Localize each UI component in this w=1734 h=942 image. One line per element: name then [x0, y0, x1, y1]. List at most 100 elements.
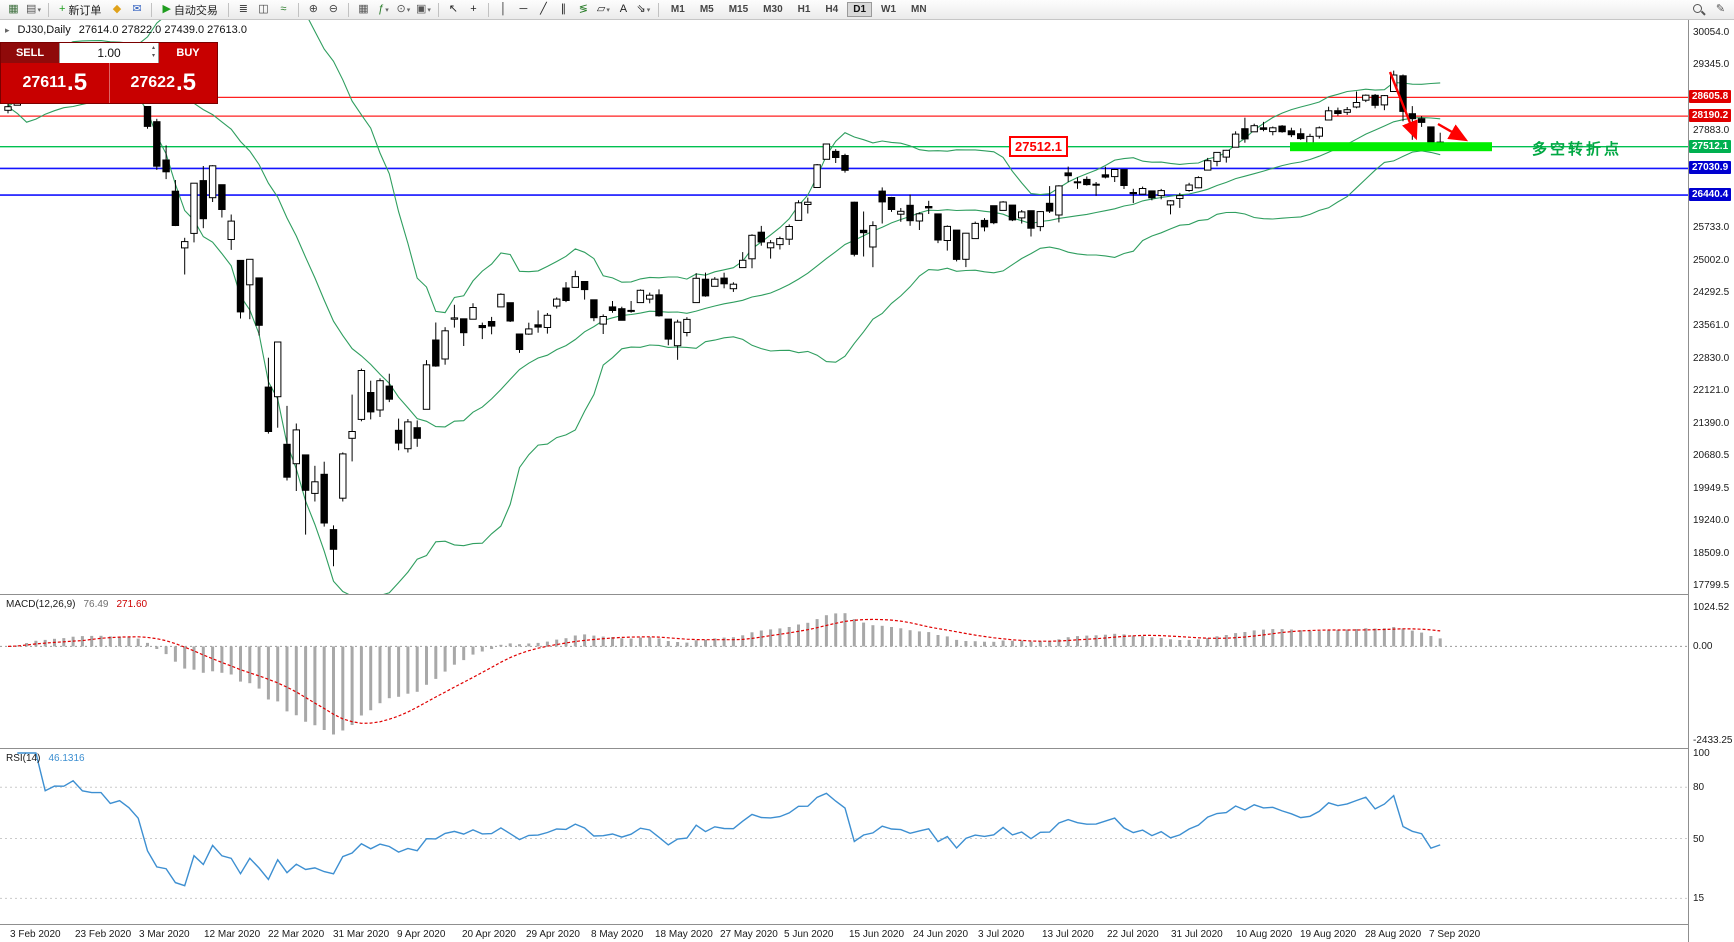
mailbox-icon[interactable]: ✉: [127, 1, 146, 18]
line-chart-icon-glyph: ≈: [280, 3, 287, 15]
candle-body: [367, 392, 375, 413]
shapes-icon[interactable]: ▱ ▾: [594, 1, 613, 18]
edit-icon[interactable]: ✎: [1711, 1, 1730, 18]
candle-body: [748, 234, 756, 260]
chart-title: ▸ DJ30,Daily 27614.0 27822.0 27439.0 276…: [5, 24, 247, 36]
candle-body: [841, 155, 849, 171]
price-axis[interactable]: [1689, 20, 1734, 926]
mailbox-icon-glyph: ✉: [132, 3, 142, 15]
cursor-icon[interactable]: ↖: [444, 1, 463, 18]
buy-tab[interactable]: BUY: [159, 43, 217, 63]
line-chart-icon[interactable]: ≈: [274, 1, 293, 18]
rsi-indicator-label: RSI(14) 46.1316: [6, 753, 85, 764]
main-plot[interactable]: [0, 0, 1688, 601]
chart-profiles-icon[interactable]: ▤ ▾: [24, 1, 43, 18]
candle-body: [1417, 118, 1426, 123]
candle-body: [934, 213, 942, 241]
cursor-icon-glyph: ↖: [448, 3, 459, 15]
alerts-icon-glyph: ◆: [112, 3, 122, 15]
candle-body: [1408, 113, 1416, 120]
templates-icon-dropdown[interactable]: ▾: [427, 6, 431, 14]
indicators-icon-dropdown[interactable]: ▾: [385, 6, 389, 14]
toolbar-separator: [487, 2, 489, 17]
candle-body: [655, 294, 663, 317]
buy-button[interactable]: 27622.5: [110, 63, 218, 103]
periods-menu-icon[interactable]: ⊙ ▾: [394, 1, 413, 18]
templates-icon-glyph: ▣: [415, 3, 427, 15]
support-zone-highlight[interactable]: [1290, 142, 1492, 152]
volume-input[interactable]: 1.00 ▴ ▾: [59, 43, 159, 63]
new-chart-icon-glyph: ▦: [8, 3, 19, 15]
algo-trading-button-label: 自动交易: [173, 4, 218, 17]
text-label-icon[interactable]: A: [614, 1, 633, 18]
panel-splitter-time[interactable]: [0, 924, 1688, 925]
chart-profiles-icon-dropdown[interactable]: ▾: [37, 6, 41, 14]
zoom-out-icon[interactable]: ⊖: [324, 1, 343, 18]
volume-spinner[interactable]: ▴ ▾: [151, 45, 155, 59]
time-axis[interactable]: [0, 926, 1688, 942]
candle-body: [785, 226, 793, 240]
shapes-icon-dropdown[interactable]: ▾: [606, 6, 610, 14]
price-axis-border: [1688, 20, 1689, 942]
tile-windows-icon-glyph: ▦: [358, 3, 369, 15]
timeframe-m5-button[interactable]: M5: [699, 4, 714, 15]
timeframe-w1-button[interactable]: W1: [881, 4, 897, 15]
vertical-line-icon[interactable]: │: [494, 1, 513, 18]
trend-arrow-2[interactable]: [1437, 122, 1469, 142]
bar-chart-icon-glyph: ≣: [238, 3, 249, 15]
timeframe-mn-button[interactable]: MN: [911, 4, 927, 15]
candle-body: [1399, 75, 1407, 112]
algo-trading-button-glyph: ▶: [162, 3, 171, 15]
fibonacci-icon[interactable]: ≶: [574, 1, 593, 18]
templates-icon[interactable]: ▣ ▾: [414, 1, 433, 18]
crosshair-icon[interactable]: +: [464, 1, 483, 18]
rsi-plot[interactable]: [0, 752, 1688, 899]
sell-tab[interactable]: SELL: [1, 43, 59, 63]
indicators-icon[interactable]: ƒ ▾: [374, 1, 393, 18]
periods-menu-icon-dropdown[interactable]: ▾: [406, 6, 411, 14]
toolbar: ▦ ▤ ▾ + 新订单 ◆ ✉ ▶ 自动交易 ≣ ◫ ≈ ⊕ ⊖ ▦ ƒ ▾ ⊙ ▾ ▣ ▾ ↖ + │ ─ ╱ ∥ ≶ ▱ ▾ A ⇘ ▾ M1…: [0, 0, 1734, 20]
macd-plot[interactable]: [0, 613, 1688, 735]
panel-splitter-macd[interactable]: [0, 594, 1688, 595]
zoom-in-icon[interactable]: ⊕: [304, 1, 323, 18]
timeframe-m15-button[interactable]: M15: [728, 4, 749, 15]
timeframe-h4-button[interactable]: H4: [825, 4, 839, 15]
candle-body: [1194, 177, 1203, 189]
candle-body: [329, 529, 338, 550]
search-icon[interactable]: [1692, 3, 1705, 16]
timeframe-m1-button[interactable]: M1: [670, 4, 685, 15]
timeframe-d1-button[interactable]: D1: [847, 2, 873, 17]
arrows-tool-icon-dropdown[interactable]: ▾: [646, 6, 651, 14]
algo-trading-button[interactable]: ▶ 自动交易: [157, 1, 222, 18]
periods-menu-icon-glyph: ⊙: [396, 3, 406, 15]
candle-body: [1241, 128, 1249, 140]
candle-body: [1027, 210, 1035, 229]
candle-body: [208, 165, 217, 199]
timeframe-h1-button[interactable]: H1: [797, 4, 811, 15]
candle-body: [1185, 184, 1193, 191]
candle-body: [199, 180, 208, 220]
bar-chart-icon[interactable]: ≣: [234, 1, 253, 18]
one-click-panel-toggle-icon[interactable]: ▸: [5, 24, 10, 35]
candle-body: [441, 330, 449, 360]
candle-body: [683, 318, 691, 333]
panel-splitter-rsi[interactable]: [0, 748, 1688, 749]
candlestick-chart-icon[interactable]: ◫: [254, 1, 273, 18]
new-order-button[interactable]: + 新订单: [54, 1, 106, 18]
one-click-trading-panel: SELL 1.00 ▴ ▾ BUY 27611.5 27622.5: [0, 42, 218, 104]
trendline-icon[interactable]: ╱: [534, 1, 553, 18]
candle-body: [1055, 185, 1063, 216]
candle-body: [190, 182, 198, 234]
new-chart-icon[interactable]: ▦: [4, 1, 23, 18]
sell-button[interactable]: 27611.5: [1, 63, 110, 103]
tile-windows-icon[interactable]: ▦: [354, 1, 373, 18]
timeframe-m30-button[interactable]: M30: [763, 4, 783, 15]
trend-arrow-1[interactable]: [1388, 71, 1418, 141]
candle-body: [4, 106, 12, 111]
alerts-icon[interactable]: ◆: [107, 1, 126, 18]
arrows-tool-icon[interactable]: ⇘ ▾: [634, 1, 653, 18]
channel-icon[interactable]: ∥: [554, 1, 573, 18]
horizontal-line-icon[interactable]: ─: [514, 1, 533, 18]
candle-body: [1008, 204, 1017, 221]
